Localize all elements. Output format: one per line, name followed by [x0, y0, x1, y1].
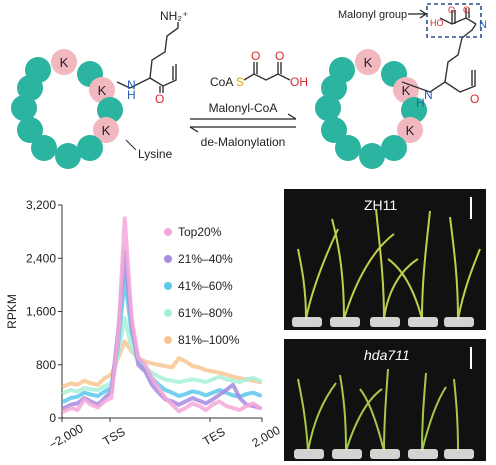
legend-swatch [164, 282, 172, 290]
y-tick-label: 3,200 [26, 198, 56, 212]
x-tick-label: 2,000 [249, 423, 282, 450]
equilibrium-arrows [189, 113, 297, 133]
amine-n-left: N [127, 78, 136, 92]
lysine-bead [89, 77, 115, 103]
forward-reaction-label: Malonyl-CoA [209, 101, 278, 115]
x-tick-label: TSS [100, 425, 127, 449]
lysine-bead-label: K [98, 83, 107, 98]
x-tick-label: −2,000 [46, 421, 85, 452]
malonyl-coa-structure: CoA S O O OH [210, 49, 308, 89]
zh11-seedlings-graphic [292, 208, 481, 327]
carbonyl-o-right: O [470, 92, 479, 106]
legend-label: 81%–100% [178, 333, 240, 347]
malonyl-lysine-side-chain [401, 8, 477, 93]
reverse-reaction-label: de-Malonylation [201, 135, 286, 149]
x-tick-label: TES [200, 425, 227, 449]
residue-bead [321, 75, 347, 101]
legend-swatch [164, 309, 172, 317]
hda711-scale-bar [470, 347, 472, 369]
hda711-label: hda711 [364, 347, 410, 363]
lysine-bead-label: K [402, 83, 411, 98]
malonyl-group-highlight [426, 3, 482, 38]
residue-bead [11, 95, 37, 121]
series-line [62, 316, 262, 395]
malonyl-coa-o2: O [275, 49, 284, 63]
residue-bead [77, 135, 103, 161]
malonyl-o-label-2: O [463, 5, 470, 15]
lysine-bead-label: K [364, 55, 373, 70]
legend-label: 61%–80% [178, 306, 233, 320]
residue-bead [381, 135, 407, 161]
lysine-bead-label: K [102, 123, 111, 138]
y-axis-label: RPKM [5, 294, 19, 329]
peptide-ring-right: K K K [315, 49, 427, 169]
malonyl-o-label-1: O [448, 5, 455, 15]
legend-swatch [164, 255, 172, 263]
plant-photo-hda711: hda711 [284, 339, 486, 461]
series-line [62, 339, 262, 389]
lysine-bead [355, 49, 381, 75]
hda711-seedlings-graphic [294, 368, 474, 459]
carbonyl-o-left: O [155, 92, 164, 106]
hydroxyl-label: OH [290, 75, 308, 89]
residue-bead [55, 143, 81, 169]
legend-swatch [164, 336, 172, 344]
zh11-label: ZH11 [364, 197, 398, 213]
lysine-bead [397, 117, 423, 143]
malonyl-ho-label: HO [430, 18, 444, 28]
residue-bead [315, 95, 341, 121]
lysine-bead [93, 117, 119, 143]
rpkm-profile-chart: 0 800 1,600 2,400 3,200 RPKM −2,000 TSS TES 2,000… [5, 198, 283, 452]
lysine-side-chain-left [116, 22, 179, 89]
sulfur-label: S [236, 75, 244, 89]
residue-bead [17, 117, 43, 143]
lysine-callout-label: Lysine [138, 147, 173, 161]
legend-label: 21%–40% [178, 252, 233, 266]
coa-label: CoA [210, 75, 233, 89]
residue-bead [321, 117, 347, 143]
residue-bead [401, 97, 427, 123]
lysine-bead [393, 77, 419, 103]
residue-bead [17, 75, 43, 101]
series-line [62, 276, 262, 404]
y-tick-label: 0 [49, 411, 56, 425]
plant-photo-zh11: ZH11 [284, 189, 486, 330]
legend-label: Top20% [178, 225, 222, 239]
legend-label: 41%–60% [178, 279, 233, 293]
residue-bead [97, 97, 123, 123]
amine-h-left: H [127, 88, 136, 102]
y-tick-label: 1,600 [26, 305, 56, 319]
amine-h-right: H [416, 96, 425, 110]
y-tick-label: 2,400 [26, 251, 56, 265]
malonyl-group-label: Malonyl group [338, 9, 407, 21]
series-line [62, 216, 262, 414]
lysine-callout-line [125, 139, 137, 151]
malonyl-coa-o1: O [251, 49, 260, 63]
residue-bead [335, 135, 361, 161]
residue-bead [31, 135, 57, 161]
malonyl-n-label: N [479, 19, 487, 31]
ammonium-label: NH₂⁺ [160, 9, 188, 23]
residue-bead [359, 143, 385, 169]
lysine-bead-label: K [406, 123, 415, 138]
lysine-bead-label: K [60, 55, 69, 70]
peptide-ring-left: K K K [11, 49, 123, 169]
legend-swatch [164, 228, 172, 236]
y-tick-label: 800 [36, 358, 56, 372]
amine-n-right: N [424, 88, 433, 102]
lysine-bead [51, 49, 77, 75]
zh11-scale-bar [470, 197, 472, 219]
